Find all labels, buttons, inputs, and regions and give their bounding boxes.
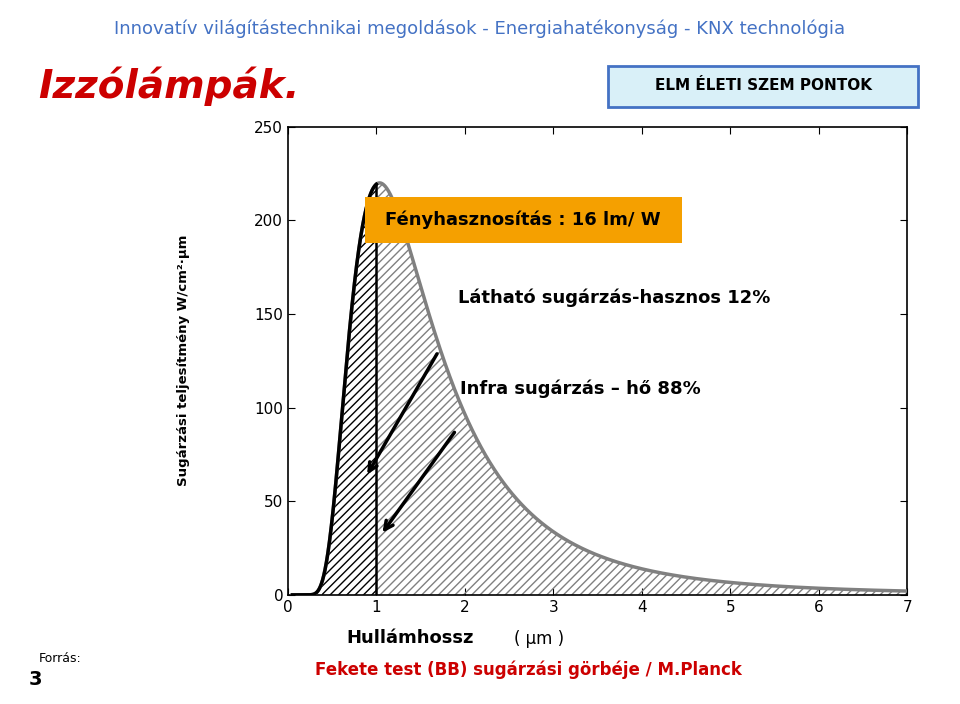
Text: Fényhasznosítás : 16 lm/ W: Fényhasznosítás : 16 lm/ W bbox=[385, 210, 661, 230]
Text: Forrás:: Forrás: bbox=[38, 652, 82, 665]
FancyBboxPatch shape bbox=[365, 197, 682, 243]
Text: T(BB)=2800K: T(BB)=2800K bbox=[390, 199, 493, 214]
Text: Sugárzási teljesítmény W/cm²·μm: Sugárzási teljesítmény W/cm²·μm bbox=[177, 235, 190, 486]
Text: Látható sugárzás-hasznos 12%: Látható sugárzás-hasznos 12% bbox=[458, 288, 771, 307]
Text: Infra sugárzás – hő 88%: Infra sugárzás – hő 88% bbox=[461, 379, 701, 398]
Text: Hullámhossz: Hullámhossz bbox=[347, 629, 474, 647]
FancyBboxPatch shape bbox=[608, 65, 919, 107]
Text: Izzólámpák.: Izzólámpák. bbox=[38, 67, 300, 106]
Text: ELM ÉLETI SZEM PONTOK: ELM ÉLETI SZEM PONTOK bbox=[655, 78, 872, 93]
Text: Fekete test (BB) sugárzási görbéje / M.Planck: Fekete test (BB) sugárzási görbéje / M.P… bbox=[315, 661, 741, 679]
Text: 3: 3 bbox=[29, 670, 42, 689]
Text: ( μm ): ( μm ) bbox=[514, 629, 564, 648]
Text: Innovatív világítástechnikai megoldások - Energiahatékonyság - KNX technológia: Innovatív világítástechnikai megoldások … bbox=[114, 20, 846, 38]
